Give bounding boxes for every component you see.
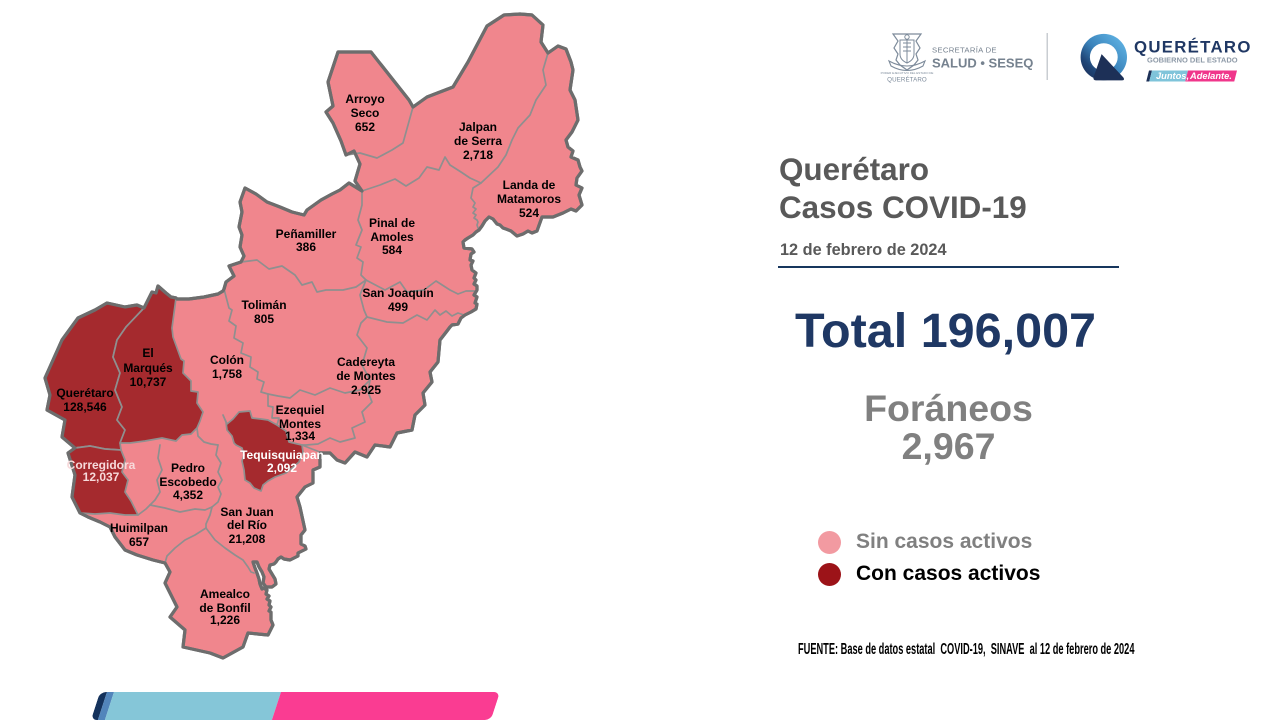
svg-text:de Serra: de Serra xyxy=(454,134,502,148)
svg-text:386: 386 xyxy=(296,240,316,254)
svg-text:1,758: 1,758 xyxy=(212,367,242,381)
svg-text:499: 499 xyxy=(388,300,408,314)
svg-text:Seco: Seco xyxy=(351,106,380,120)
svg-text:4,352: 4,352 xyxy=(173,488,203,502)
svg-text:Pedro: Pedro xyxy=(171,461,205,475)
svg-text:Colón: Colón xyxy=(210,353,244,367)
svg-text:Pinal de: Pinal de xyxy=(369,216,415,230)
svg-text:524: 524 xyxy=(519,206,539,220)
svg-text:Juntos,: Juntos, xyxy=(1156,71,1189,81)
svg-text:657: 657 xyxy=(129,535,149,549)
svg-text:Cadereyta: Cadereyta xyxy=(337,355,395,369)
svg-text:San Juan: San Juan xyxy=(220,505,273,519)
svg-text:Landa de: Landa de xyxy=(503,178,556,192)
svg-text:Amealco: Amealco xyxy=(200,587,250,601)
svg-text:Marqués: Marqués xyxy=(123,361,173,375)
svg-text:QUERÉTARO: QUERÉTARO xyxy=(1134,38,1252,57)
svg-text:de Montes: de Montes xyxy=(336,369,396,383)
svg-text:128,546: 128,546 xyxy=(63,400,107,414)
svg-text:2,925: 2,925 xyxy=(351,383,381,397)
svg-text:Matamoros: Matamoros xyxy=(497,192,561,206)
svg-text:Adelante.: Adelante. xyxy=(1189,71,1232,81)
svg-text:PODER EJECUTIVO DEL ESTADO DE: PODER EJECUTIVO DEL ESTADO DE xyxy=(881,71,934,75)
svg-text:Escobedo: Escobedo xyxy=(159,475,216,489)
svg-text:San Joaquín: San Joaquín xyxy=(362,286,433,300)
svg-text:Jalpan: Jalpan xyxy=(459,120,497,134)
svg-text:Amoles: Amoles xyxy=(370,230,414,244)
svg-text:1,226: 1,226 xyxy=(210,613,240,627)
svg-text:21,208: 21,208 xyxy=(229,532,266,546)
svg-text:Tequisquiapan: Tequisquiapan xyxy=(240,448,324,462)
svg-text:Huimilpan: Huimilpan xyxy=(110,521,168,535)
svg-text:1,334: 1,334 xyxy=(285,429,315,443)
svg-text:652: 652 xyxy=(355,120,375,134)
svg-text:2,092: 2,092 xyxy=(267,461,297,475)
svg-text:10,737: 10,737 xyxy=(130,375,167,389)
svg-text:GOBIERNO DEL ESTADO: GOBIERNO DEL ESTADO xyxy=(1147,55,1238,64)
svg-text:Montes: Montes xyxy=(279,417,321,431)
svg-text:584: 584 xyxy=(382,243,402,257)
svg-text:QUERÉTARO: QUERÉTARO xyxy=(887,77,927,84)
svg-text:12,037: 12,037 xyxy=(83,470,120,484)
svg-text:Tolimán: Tolimán xyxy=(241,298,286,312)
svg-text:SALUD • SESEQ: SALUD • SESEQ xyxy=(932,56,1033,71)
svg-text:Peñamiller: Peñamiller xyxy=(276,227,337,241)
svg-text:805: 805 xyxy=(254,312,274,326)
svg-text:del Río: del Río xyxy=(227,518,267,532)
svg-text:Corregidora: Corregidora xyxy=(67,458,136,472)
svg-text:Arroyo: Arroyo xyxy=(345,92,384,106)
svg-text:2,718: 2,718 xyxy=(463,148,493,162)
svg-text:El: El xyxy=(142,346,153,360)
svg-text:SECRETARÍA DE: SECRETARÍA DE xyxy=(932,46,997,55)
svg-text:Querétaro: Querétaro xyxy=(56,386,113,400)
svg-text:Ezequiel: Ezequiel xyxy=(276,403,325,417)
svg-text:de Bonfil: de Bonfil xyxy=(199,601,250,615)
